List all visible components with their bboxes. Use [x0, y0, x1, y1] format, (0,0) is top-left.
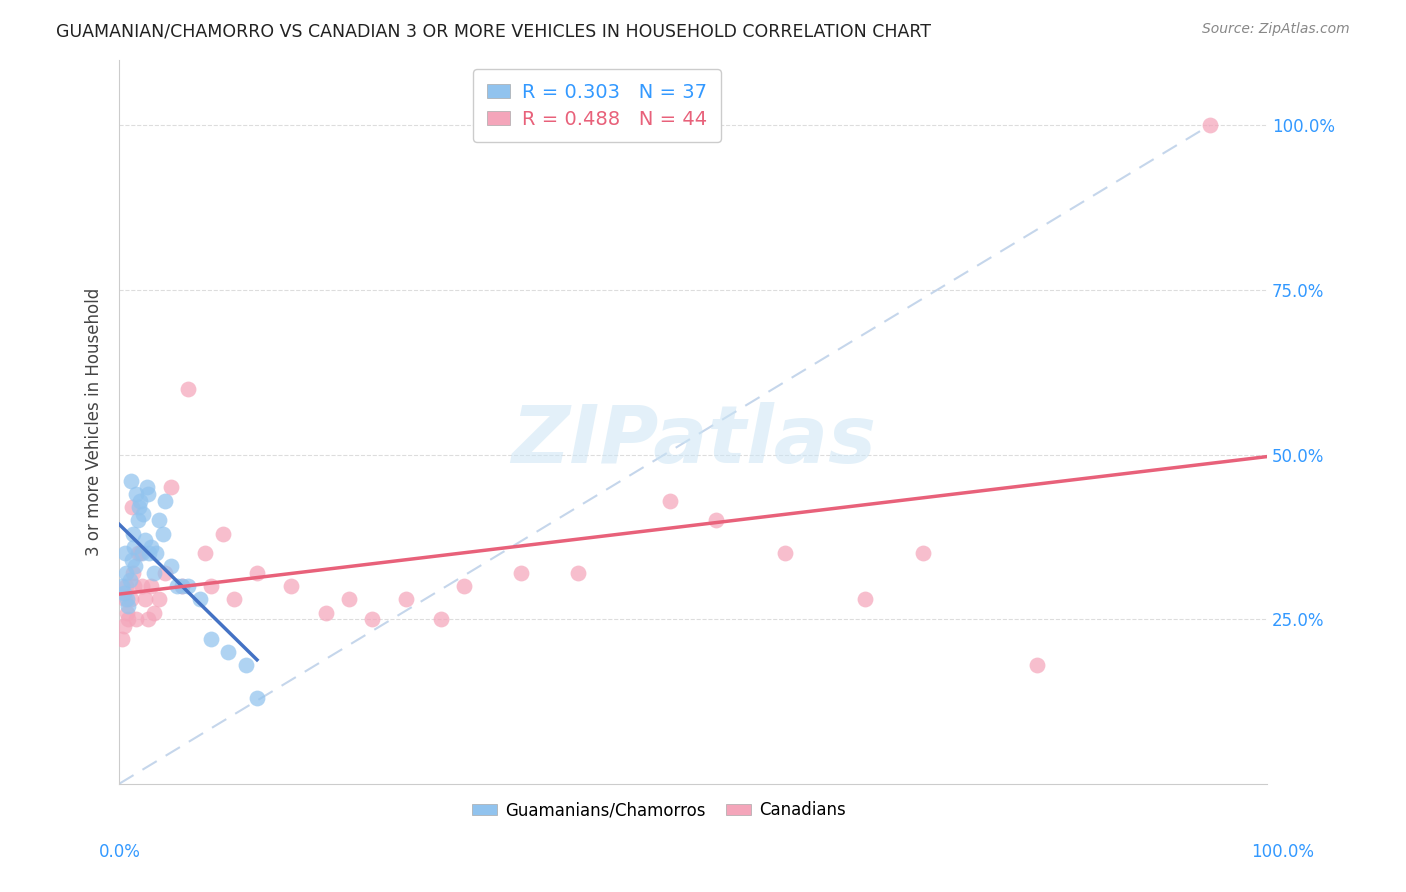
Point	[115, 566, 138, 580]
Text: Source: ZipAtlas.com: Source: ZipAtlas.com	[1202, 22, 1350, 37]
Point	[337, 592, 360, 607]
Point	[122, 526, 145, 541]
Point	[153, 493, 176, 508]
Point	[141, 579, 163, 593]
Point	[110, 632, 132, 646]
Point	[773, 546, 796, 560]
Point	[138, 546, 160, 560]
Point	[127, 546, 149, 560]
Point	[395, 592, 418, 607]
Point	[235, 658, 257, 673]
Point	[1198, 119, 1220, 133]
Point	[177, 382, 200, 396]
Point	[112, 586, 135, 600]
Point	[136, 612, 159, 626]
Point	[118, 573, 141, 587]
Point	[1026, 658, 1049, 673]
Point	[148, 513, 170, 527]
Point	[124, 559, 146, 574]
Point	[115, 579, 138, 593]
Point	[567, 566, 589, 580]
Point	[280, 579, 302, 593]
Point	[510, 566, 533, 580]
Point	[134, 533, 156, 548]
Point	[135, 481, 157, 495]
Point	[142, 606, 165, 620]
Point	[153, 566, 176, 580]
Point	[177, 579, 200, 593]
Point	[145, 546, 167, 560]
Point	[911, 546, 934, 560]
Point	[117, 606, 139, 620]
Point	[166, 579, 188, 593]
Point	[360, 612, 382, 626]
Point	[117, 612, 139, 626]
Point	[152, 526, 174, 541]
Point	[453, 579, 475, 593]
Y-axis label: 3 or more Vehicles in Household: 3 or more Vehicles in Household	[86, 287, 103, 556]
Point	[114, 592, 136, 607]
Point	[211, 526, 233, 541]
Legend: Guamanians/Chamorros, Canadians: Guamanians/Chamorros, Canadians	[465, 795, 852, 826]
Point	[117, 592, 139, 607]
Point	[120, 592, 142, 607]
Point	[136, 487, 159, 501]
Point	[117, 599, 139, 613]
Point	[429, 612, 451, 626]
Point	[148, 592, 170, 607]
Point	[142, 566, 165, 580]
Point	[121, 500, 143, 515]
Point	[141, 540, 163, 554]
Point	[160, 559, 183, 574]
Point	[315, 606, 337, 620]
Point	[134, 592, 156, 607]
Point	[131, 579, 153, 593]
Point	[129, 493, 152, 508]
Point	[659, 493, 682, 508]
Point	[122, 566, 145, 580]
Point	[246, 566, 269, 580]
Point	[188, 592, 211, 607]
Text: GUAMANIAN/CHAMORRO VS CANADIAN 3 OR MORE VEHICLES IN HOUSEHOLD CORRELATION CHART: GUAMANIAN/CHAMORRO VS CANADIAN 3 OR MORE…	[56, 22, 931, 40]
Text: 100.0%: 100.0%	[1251, 843, 1315, 861]
Point	[110, 579, 132, 593]
Point	[172, 579, 194, 593]
Point	[194, 546, 217, 560]
Point	[128, 500, 150, 515]
Point	[120, 474, 142, 488]
Point	[122, 540, 145, 554]
Point	[200, 632, 222, 646]
Point	[222, 592, 245, 607]
Point	[200, 579, 222, 593]
Point	[121, 553, 143, 567]
Point	[122, 579, 145, 593]
Point	[160, 481, 183, 495]
Point	[125, 612, 148, 626]
Text: 0.0%: 0.0%	[98, 843, 141, 861]
Point	[129, 546, 152, 560]
Point	[172, 579, 194, 593]
Point	[246, 691, 269, 706]
Text: ZIPatlas: ZIPatlas	[510, 402, 876, 481]
Point	[114, 546, 136, 560]
Point	[853, 592, 876, 607]
Point	[131, 546, 153, 560]
Point	[217, 645, 239, 659]
Point	[125, 487, 148, 501]
Point	[112, 619, 135, 633]
Point	[132, 507, 155, 521]
Point	[127, 513, 149, 527]
Point	[704, 513, 727, 527]
